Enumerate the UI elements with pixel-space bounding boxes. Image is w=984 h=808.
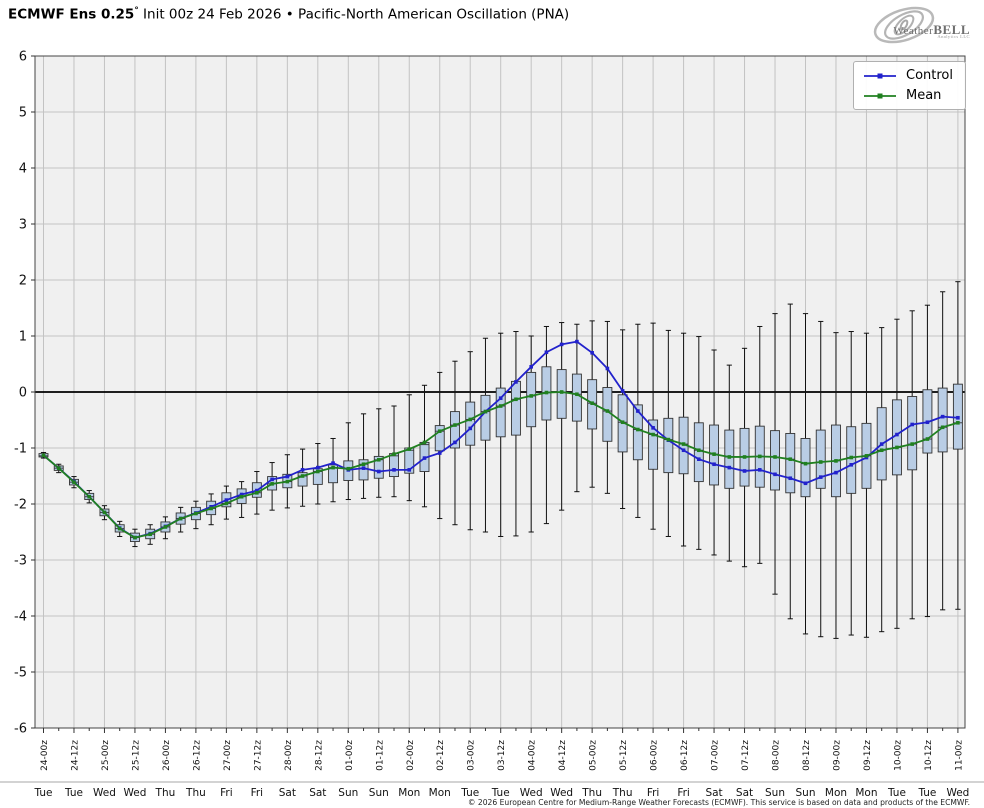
svg-text:06-00z: 06-00z [650, 740, 660, 771]
chart-legend: Control Mean [853, 61, 966, 110]
title-product: ECMWF Ens 0.25 [8, 6, 135, 23]
svg-text:04-12z: 04-12z [558, 740, 568, 771]
svg-text:10-12z: 10-12z [924, 740, 934, 771]
svg-text:01-00z: 01-00z [345, 740, 355, 771]
svg-text:Wed: Wed [550, 787, 573, 799]
title-degree: ° [134, 6, 139, 16]
svg-text:-3: -3 [14, 554, 27, 569]
svg-text:Fri: Fri [220, 787, 233, 799]
svg-text:03-12z: 03-12z [497, 740, 507, 771]
svg-text:Wed: Wed [946, 787, 969, 799]
svg-text:06-12z: 06-12z [680, 740, 690, 771]
svg-text:Thu: Thu [185, 787, 206, 799]
svg-text:Tue: Tue [887, 787, 906, 799]
svg-text:07-12z: 07-12z [741, 740, 751, 771]
svg-text:08-12z: 08-12z [802, 740, 812, 771]
svg-text:3: 3 [19, 218, 27, 233]
svg-text:Sat: Sat [736, 787, 753, 799]
svg-text:Fri: Fri [647, 787, 660, 799]
svg-text:5: 5 [19, 106, 27, 121]
hurricane-swirl-icon [873, 6, 935, 44]
svg-text:05-00z: 05-00z [589, 740, 599, 771]
title-subtitle: Init 00z 24 Feb 2026 • Pacific-North Ame… [138, 6, 570, 23]
svg-text:Sat: Sat [309, 787, 326, 799]
svg-text:Wed: Wed [123, 787, 146, 799]
svg-text:08-00z: 08-00z [772, 740, 782, 771]
y-axis: 6 5 4 3 2 1 0 -1 -2 -3 -4 -5 -6 [14, 50, 35, 737]
legend-item-control: Control [863, 68, 953, 83]
svg-text:10-00z: 10-00z [893, 740, 903, 771]
copyright-footer: © 2026 European Centre for Medium-Range … [467, 798, 970, 807]
svg-text:1: 1 [19, 330, 27, 345]
svg-text:Wed: Wed [93, 787, 116, 799]
svg-text:09-12z: 09-12z [863, 740, 873, 771]
svg-text:04-00z: 04-00z [528, 740, 538, 771]
svg-text:07-00z: 07-00z [711, 740, 721, 771]
svg-text:Tue: Tue [34, 787, 53, 799]
svg-text:Thu: Thu [581, 787, 602, 799]
svg-text:-1: -1 [14, 442, 27, 457]
svg-text:Wed: Wed [520, 787, 543, 799]
svg-text:-5: -5 [14, 666, 27, 681]
logo-weather-text: Weather [893, 25, 934, 37]
mean-line [41, 390, 960, 540]
svg-text:Sun: Sun [369, 787, 389, 799]
svg-text:Sat: Sat [705, 787, 722, 799]
svg-text:26-12z: 26-12z [192, 740, 202, 771]
legend-item-mean: Mean [863, 88, 953, 103]
svg-text:Tue: Tue [491, 787, 510, 799]
svg-text:25-00z: 25-00z [101, 740, 111, 771]
svg-text:2: 2 [19, 274, 27, 289]
svg-text:Sun: Sun [338, 787, 358, 799]
svg-text:Fri: Fri [251, 787, 264, 799]
control-line-sample-icon [864, 73, 896, 78]
svg-text:Mon: Mon [429, 787, 451, 799]
svg-text:Sat: Sat [279, 787, 296, 799]
svg-text:02-12z: 02-12z [436, 740, 446, 771]
svg-text:Mon: Mon [855, 787, 877, 799]
x-axis: 24-00z 24-12z 25-00z 25-12z 26-00z 26-12z 27-0… [40, 728, 964, 771]
svg-text:01-12z: 01-12z [375, 740, 385, 771]
logo-analytics-text: Analytics LLC [937, 34, 970, 39]
svg-text:26-00z: 26-00z [162, 740, 172, 771]
svg-text:6: 6 [19, 50, 27, 65]
svg-text:24-12z: 24-12z [70, 740, 80, 771]
svg-text:-2: -2 [14, 498, 27, 513]
svg-text:Mon: Mon [398, 787, 420, 799]
svg-text:09-00z: 09-00z [832, 740, 842, 771]
logo-bell-text: BELL [933, 22, 970, 37]
svg-text:28-00z: 28-00z [284, 740, 294, 771]
svg-text:-6: -6 [14, 722, 27, 737]
day-labels: Tue Tue Wed Wed Thu Thu Fri Fri Sat Sat Sun Sun Mon M… [34, 787, 970, 799]
mean-line-sample-icon [864, 93, 896, 98]
svg-text:Tue: Tue [460, 787, 479, 799]
svg-text:Thu: Thu [612, 787, 633, 799]
svg-text:27-00z: 27-00z [223, 740, 233, 771]
svg-text:02-00z: 02-00z [406, 740, 416, 771]
logo-wordmark: WeatherBELL [893, 21, 970, 39]
svg-text:Sun: Sun [796, 787, 816, 799]
svg-text:4: 4 [19, 162, 27, 177]
svg-text:0: 0 [19, 386, 27, 401]
svg-text:Fri: Fri [677, 787, 690, 799]
svg-text:-4: -4 [14, 610, 27, 625]
svg-text:Tue: Tue [917, 787, 936, 799]
svg-text:27-12z: 27-12z [253, 740, 263, 771]
legend-control-label: Control [906, 68, 953, 83]
svg-text:25-12z: 25-12z [131, 740, 141, 771]
svg-text:03-00z: 03-00z [467, 740, 477, 771]
svg-text:Mon: Mon [825, 787, 847, 799]
svg-text:05-12z: 05-12z [619, 740, 629, 771]
weatherbell-logo: WeatherBELL Analytics LLC [864, 1, 976, 49]
svg-text:Thu: Thu [155, 787, 176, 799]
legend-mean-label: Mean [906, 88, 942, 103]
svg-text:24-00z: 24-00z [40, 740, 50, 771]
svg-text:28-12z: 28-12z [314, 740, 324, 771]
svg-text:Sun: Sun [765, 787, 785, 799]
svg-text:11-00z: 11-00z [954, 740, 964, 771]
page-title: ECMWF Ens 0.25° Init 00z 24 Feb 2026 • P… [8, 6, 569, 23]
svg-text:Tue: Tue [64, 787, 83, 799]
